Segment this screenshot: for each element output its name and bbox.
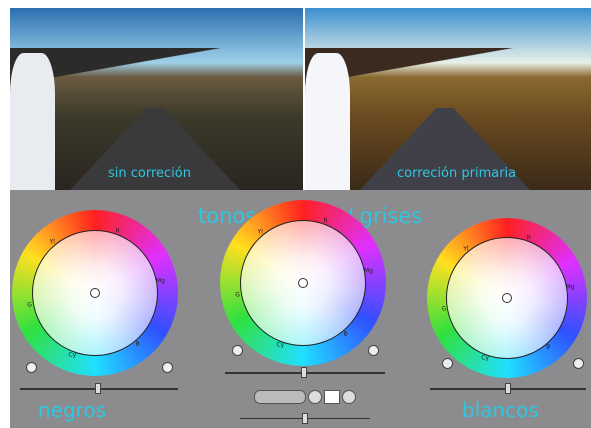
slider[interactable] — [20, 383, 178, 394]
wheel-center[interactable] — [298, 278, 308, 288]
photo-after: correción primaria — [305, 8, 591, 190]
rider — [10, 53, 55, 190]
reset-button[interactable] — [368, 345, 379, 356]
wheel-label: blancos — [462, 398, 539, 422]
hue-label: Mg — [363, 267, 373, 275]
slider-knob[interactable] — [95, 383, 101, 394]
mountain — [10, 48, 303, 88]
hue-label: Cy — [68, 351, 77, 359]
hue-label: R — [323, 217, 328, 225]
hue-label: Yl — [257, 228, 263, 236]
eyedropper[interactable] — [308, 390, 322, 404]
hue-label: Cy — [276, 341, 285, 349]
reset-button[interactable] — [232, 345, 243, 356]
color-swatch[interactable] — [324, 390, 340, 404]
correction-panel: tonos medios / grises negros blancos RMg… — [10, 190, 591, 428]
slider[interactable] — [430, 383, 586, 394]
slider-knob[interactable] — [302, 413, 308, 424]
wheel-center[interactable] — [90, 288, 100, 298]
photo-before: sin correción — [10, 8, 303, 190]
color-wheel[interactable]: R Mg B Cy G Yl — [220, 200, 386, 366]
hue-label: Mg — [155, 277, 165, 285]
photo-label: sin correción — [108, 166, 191, 181]
hue-label: B — [343, 330, 348, 338]
reset-button[interactable] — [573, 358, 584, 369]
color-wheel[interactable]: R Mg B Cy G Yl — [427, 218, 587, 378]
hue-label: G — [441, 305, 447, 313]
hue-label: G — [27, 301, 32, 309]
slider[interactable] — [240, 413, 370, 424]
rider — [305, 53, 350, 190]
reset-button[interactable] — [442, 358, 453, 369]
hue-label: Yl — [463, 245, 469, 253]
hue-label: Yl — [49, 238, 55, 246]
hue-label: G — [235, 291, 240, 299]
hue-label: Mg — [565, 283, 575, 291]
eyedropper[interactable] — [342, 390, 356, 404]
hue-label: B — [546, 343, 551, 351]
hue-label: R — [526, 234, 531, 242]
hue-label: B — [135, 340, 140, 348]
slider-knob[interactable] — [505, 383, 511, 394]
wheel-center[interactable] — [502, 293, 512, 303]
reset-button[interactable] — [26, 362, 37, 373]
button-group[interactable] — [254, 390, 306, 404]
hue-label: R — [115, 227, 120, 235]
color-wheel[interactable]: R Mg B Cy G Yl — [12, 210, 178, 376]
slider[interactable] — [225, 367, 385, 378]
reset-button[interactable] — [162, 362, 173, 373]
slider-knob[interactable] — [301, 367, 307, 378]
wheel-label: negros — [38, 398, 107, 422]
hue-label: Cy — [481, 354, 489, 362]
mountain — [305, 48, 591, 88]
photo-label: correción primaria — [397, 166, 517, 181]
